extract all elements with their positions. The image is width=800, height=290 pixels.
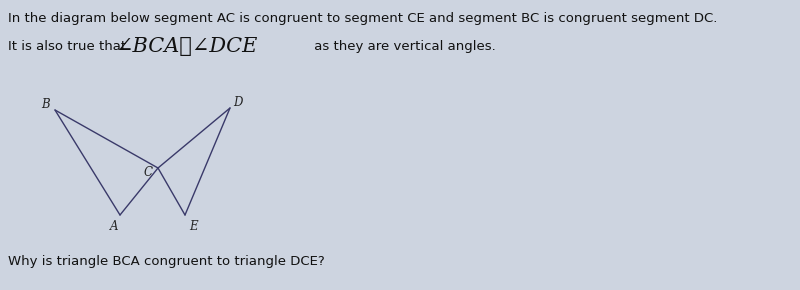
- Text: E: E: [189, 220, 198, 233]
- Text: C: C: [143, 166, 153, 180]
- Text: A: A: [110, 220, 118, 233]
- Text: ∠BCA≅∠DCE: ∠BCA≅∠DCE: [115, 37, 258, 56]
- Text: as they are vertical angles.: as they are vertical angles.: [310, 40, 496, 53]
- Text: Why is triangle BCA congruent to triangle DCE?: Why is triangle BCA congruent to triangl…: [8, 255, 325, 268]
- Text: D: D: [234, 97, 242, 110]
- Text: B: B: [41, 99, 50, 111]
- Text: It is also true that: It is also true that: [8, 40, 130, 53]
- Text: In the diagram below segment AC is congruent to segment CE and segment BC is con: In the diagram below segment AC is congr…: [8, 12, 718, 25]
